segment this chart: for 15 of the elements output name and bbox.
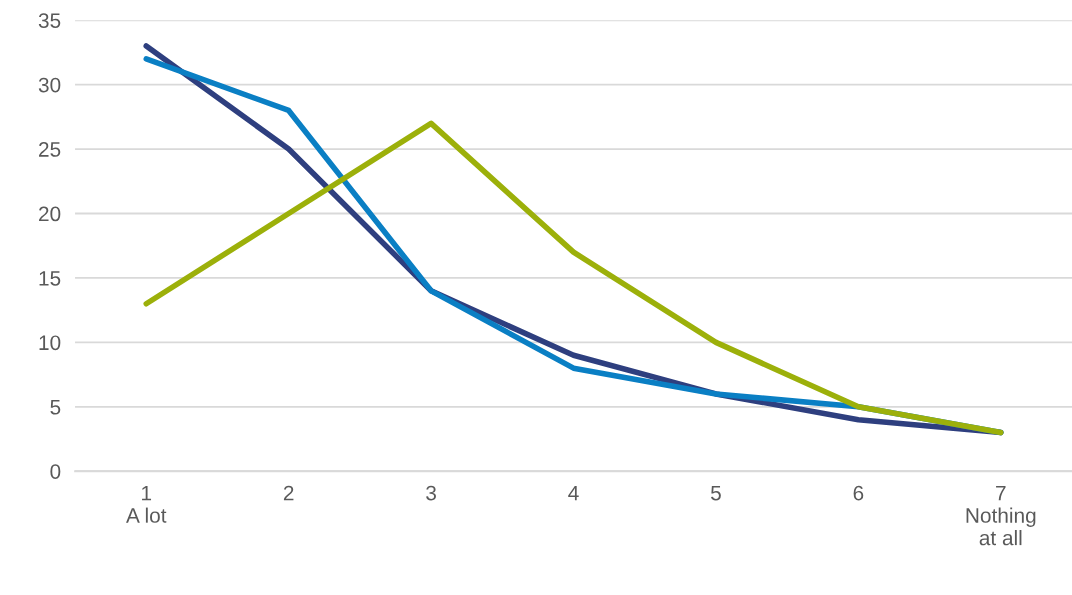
x-tick-label: 2 — [283, 485, 294, 501]
y-tick-label: 20 — [39, 206, 61, 222]
y-tick-label: 5 — [50, 400, 61, 415]
y-tick-label: 25 — [39, 142, 61, 157]
x-tick-label: 5 — [710, 485, 721, 501]
x-tick-label: 6 — [853, 485, 864, 501]
y-tick-label: 30 — [38, 77, 61, 93]
x-tick-label: 7 Nothing at all — [966, 485, 1036, 546]
y-tick-label: 15 — [39, 271, 61, 286]
x-tick-label: 3 — [426, 485, 436, 501]
x-tick-label: 4 — [568, 485, 579, 501]
x-tick-label: 1 A lot — [126, 485, 167, 523]
y-tick-label: 0 — [50, 464, 61, 479]
y-tick-label: 10 — [39, 335, 61, 351]
y-tick-label: 35 — [38, 13, 61, 28]
